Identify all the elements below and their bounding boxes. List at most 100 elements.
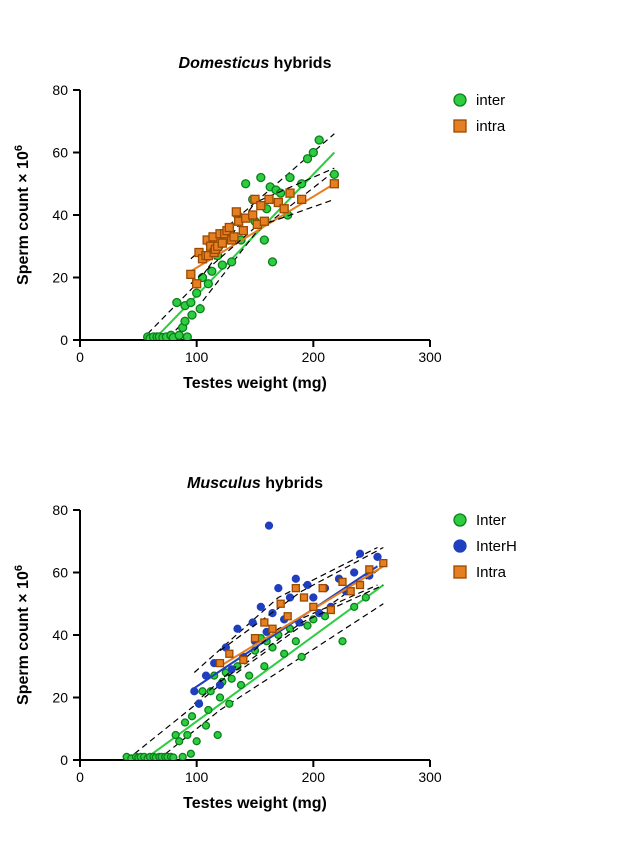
y-tick-label: 80 (52, 82, 68, 98)
y-tick-label: 80 (52, 502, 68, 518)
y-tick-label: 40 (52, 207, 68, 223)
x-axis-title: Testes weight (mg) (183, 795, 327, 812)
data-point (196, 305, 204, 313)
legend-label: InterH (476, 538, 517, 555)
data-point (205, 707, 212, 714)
data-point (310, 594, 317, 601)
y-tick-label: 40 (52, 627, 68, 643)
y-tick-label: 20 (52, 270, 68, 286)
data-point (234, 625, 241, 632)
data-point (257, 202, 265, 210)
data-point (298, 195, 306, 203)
data-point (266, 522, 273, 529)
data-point (304, 622, 311, 629)
data-point (327, 607, 334, 614)
data-point (175, 331, 183, 339)
legend-marker (454, 94, 466, 106)
data-point (228, 666, 235, 673)
regression-line (194, 566, 377, 688)
regression-line (148, 153, 335, 347)
x-tick-label: 0 (76, 769, 84, 785)
data-point (191, 688, 198, 695)
ci-lower (148, 171, 335, 359)
data-point (214, 732, 221, 739)
data-point (339, 638, 346, 645)
data-point (203, 722, 210, 729)
data-point (280, 205, 288, 213)
data-point (249, 211, 257, 219)
data-point (239, 227, 247, 235)
data-point (298, 653, 305, 660)
data-point (269, 258, 277, 266)
data-point (357, 550, 364, 557)
x-axis-title: Testes weight (mg) (183, 375, 327, 392)
data-point (257, 174, 265, 182)
y-axis-title: Sperm count × 106 (13, 565, 32, 705)
data-point (187, 750, 194, 757)
legend-marker (454, 540, 466, 552)
data-point (286, 174, 294, 182)
data-point (351, 603, 358, 610)
y-axis-title: Sperm count × 106 (13, 145, 32, 285)
data-point (265, 195, 273, 203)
data-point (196, 700, 203, 707)
data-point (286, 189, 294, 197)
plot-area (144, 134, 339, 359)
data-point (366, 566, 373, 573)
data-point (347, 588, 354, 595)
x-tick-label: 0 (76, 349, 84, 365)
data-point (218, 261, 226, 269)
panel-title: Musculus hybrids (187, 475, 323, 492)
data-point (292, 585, 299, 592)
y-tick-label: 0 (60, 752, 68, 768)
data-point (357, 582, 364, 589)
legend-label: Intra (476, 564, 507, 581)
data-point (261, 663, 268, 670)
data-point (217, 694, 224, 701)
data-point (281, 650, 288, 657)
data-point (187, 270, 195, 278)
data-point (292, 638, 299, 645)
data-point (260, 236, 268, 244)
data-point (242, 180, 250, 188)
data-point (189, 713, 196, 720)
data-point (275, 585, 282, 592)
data-point (173, 299, 181, 307)
legend-label: Inter (476, 512, 506, 529)
data-point (218, 239, 226, 247)
data-point (187, 299, 195, 307)
data-point (232, 208, 240, 216)
data-point (284, 613, 291, 620)
data-point (240, 657, 247, 664)
data-point (193, 289, 201, 297)
data-point (292, 575, 299, 582)
x-tick-label: 300 (418, 769, 442, 785)
y-tick-label: 20 (52, 690, 68, 706)
data-point (193, 280, 201, 288)
data-point (257, 603, 264, 610)
data-point (277, 600, 284, 607)
y-tick-label: 60 (52, 565, 68, 581)
data-point (230, 233, 238, 241)
x-tick-label: 100 (185, 769, 209, 785)
figure: Domesticus hybrids0100200300020406080Tes… (0, 0, 618, 857)
data-point (252, 635, 259, 642)
legend-label: intra (476, 118, 506, 135)
data-point (170, 754, 177, 761)
data-point (226, 650, 233, 657)
data-point (310, 603, 317, 610)
data-point (330, 170, 338, 178)
data-point (339, 578, 346, 585)
legend-marker (454, 120, 466, 132)
data-point (315, 136, 323, 144)
data-point (184, 732, 191, 739)
data-point (217, 682, 224, 689)
data-point (246, 672, 253, 679)
x-tick-label: 200 (302, 349, 326, 365)
data-point (204, 280, 212, 288)
data-point (188, 311, 196, 319)
regression-line (127, 585, 384, 773)
x-tick-label: 300 (418, 349, 442, 365)
x-tick-label: 100 (185, 349, 209, 365)
y-tick-label: 0 (60, 332, 68, 348)
